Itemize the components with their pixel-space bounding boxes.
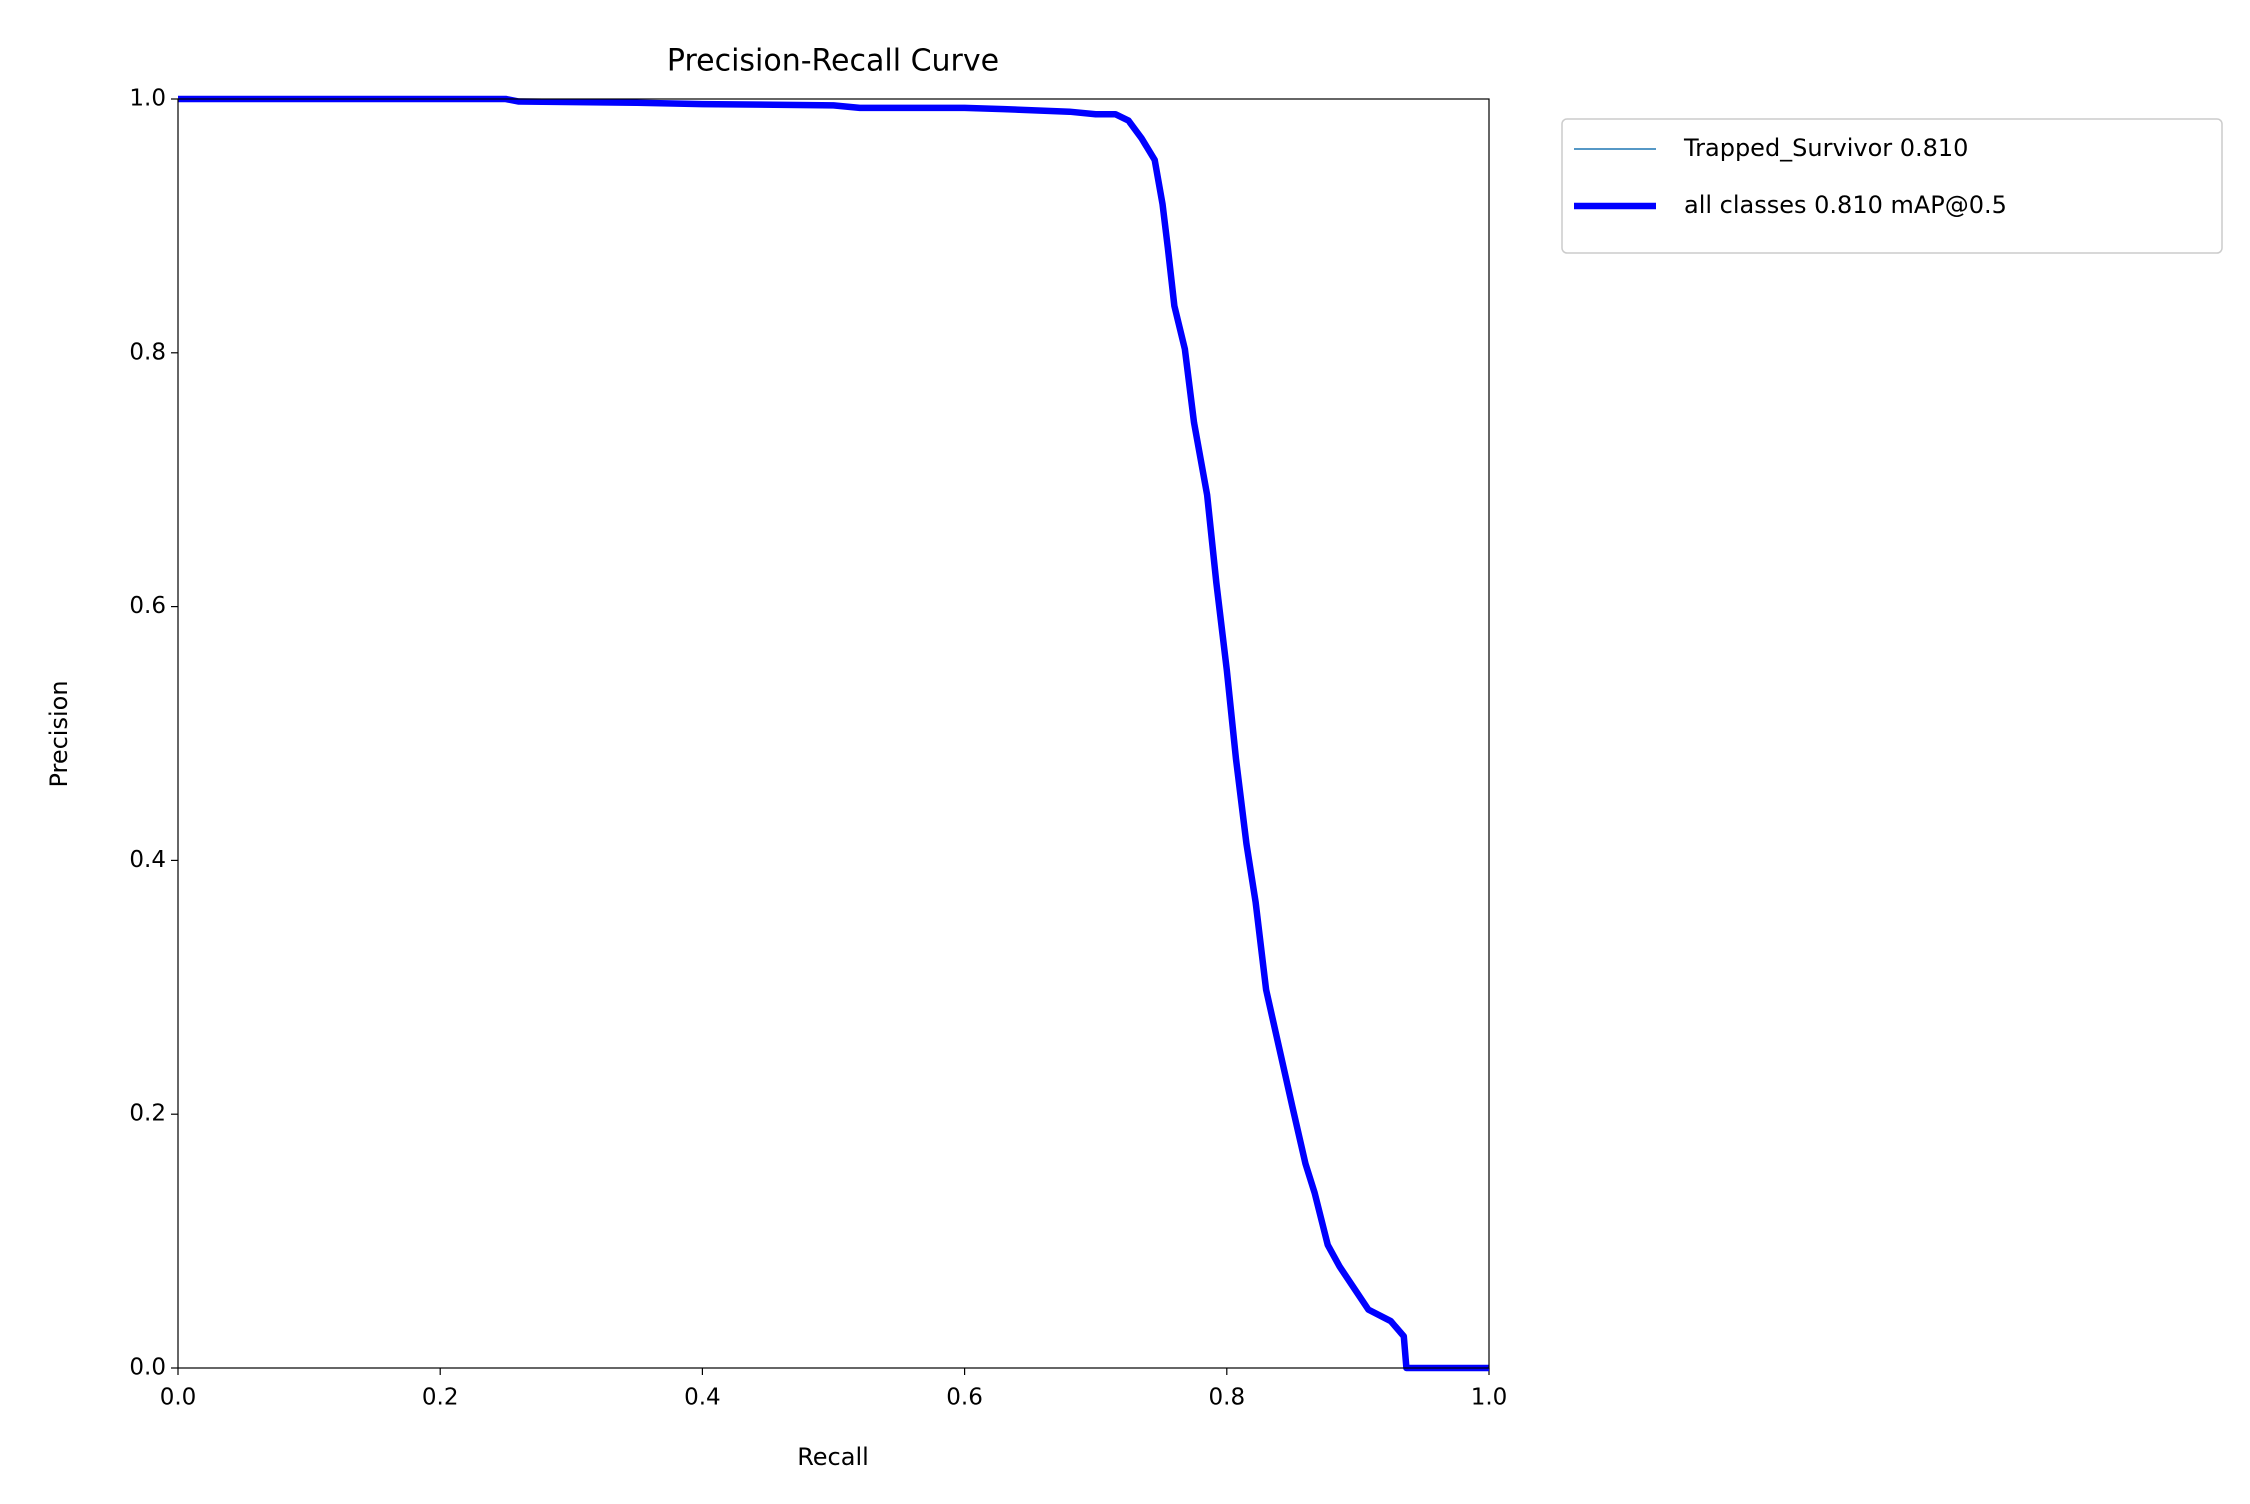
x-tick-label: 0.2 [422,1385,459,1411]
x-axis-label: Recall [797,1443,869,1471]
x-tick-label: 0.8 [1209,1385,1246,1411]
y-tick-label: 0.4 [129,847,166,873]
y-tick-label: 0.8 [129,339,166,365]
y-tick-label: 0.0 [129,1355,166,1381]
legend-label: all classes 0.810 mAP@0.5 [1684,191,2007,219]
legend-label: Trapped_Survivor 0.810 [1683,134,1968,162]
y-axis-label: Precision [45,680,73,787]
y-tick-label: 1.0 [129,86,166,112]
x-tick-label: 1.0 [1471,1385,1508,1411]
y-tick-label: 0.6 [129,593,166,619]
y-tick-label: 0.2 [129,1101,166,1127]
x-tick-label: 0.4 [684,1385,721,1411]
plot-frame [177,98,1490,1369]
series-line [178,95,1489,1372]
chart-title: Precision-Recall Curve [667,44,999,79]
legend-box [1561,118,2223,254]
x-tick-label: 0.6 [946,1385,983,1411]
x-tick-label: 0.0 [160,1385,197,1411]
